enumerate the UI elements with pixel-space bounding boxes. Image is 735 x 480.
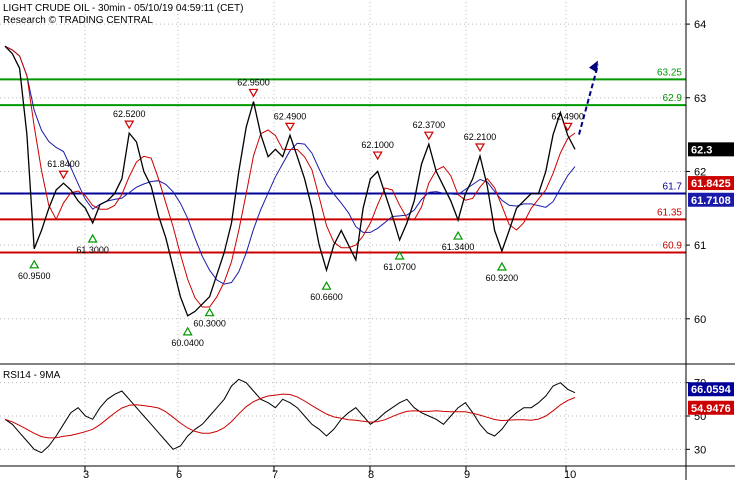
peak-label: 62.5200 [113,109,146,119]
level-label: 62.9 [663,93,683,104]
projection-arrow-head [589,60,598,73]
ma-fast-tag: 61.8425 [691,178,731,190]
rsi-line [4,378,576,454]
rsi-ma-value-tag-box [688,400,734,415]
trough-marker [496,261,507,271]
trough-marker [453,230,464,240]
peak-marker [284,122,296,132]
annotations-layer: 60.9500 61.8400 61.3000 62.5200 60.0400 60.30… [18,60,599,348]
trough-label: 60.9200 [486,273,519,283]
price-tick-label: 61 [694,240,706,252]
date-tick-label: 6 [176,469,182,480]
rsi-tick-label: 30 [694,444,706,456]
rsi-ma-value-tag: 54.9476 [691,403,731,415]
ma-fast-line [4,45,576,308]
date-tick-label: 3 [83,469,89,480]
price-tick-label: 63 [694,93,706,105]
date-tick-label: 7 [272,469,278,480]
trough-label: 60.3000 [193,319,226,329]
trough-label: 61.0700 [383,262,416,272]
ma-slow-tag-box [688,192,734,207]
trough-marker [182,326,193,336]
peak-marker [124,120,135,130]
peak-label: 61.8400 [47,159,80,169]
trough-label: 60.6600 [310,292,343,302]
peak-label: 62.2100 [464,132,497,142]
projection-arrow-line [578,64,599,135]
rsi-label: RSI14 - 9MA [3,370,61,381]
level-label: 60.9 [663,240,683,251]
trough-label: 61.3400 [442,242,475,252]
level-label: 61.35 [657,207,682,218]
price-tick-label: 64 [694,19,706,31]
rsi-ma-line [4,393,576,439]
peak-label: 62.9500 [237,77,270,87]
ma-slow-tag: 61.7108 [691,195,731,207]
price-tick-label: 62 [694,166,706,178]
trough-marker [204,307,215,317]
rsi-value-tag-box [688,382,734,397]
level-label: 61.7 [663,182,683,193]
peak-marker [372,151,383,161]
trough-marker [321,280,332,290]
date-tick-label: 8 [368,469,374,480]
trough-label: 60.0400 [171,338,204,348]
peak-label: 62.1000 [361,140,394,150]
horizontal-levels: 63.25 62.9 61.7 61.35 60.9 [0,67,686,254]
series-layer [4,45,576,454]
peak-label: 62.3700 [413,120,446,130]
chart-title: LIGHT CRUDE OIL - 30min - 05/10/19 04:59… [3,3,243,14]
peak-marker [58,170,69,180]
current-price-tag-box [688,142,734,157]
rsi-value-tag: 66.0594 [691,384,732,396]
trough-marker [394,250,405,260]
current-price-tag: 62.3 [691,144,712,156]
date-tick-label: 9 [464,469,470,480]
price-tick-label: 60 [694,314,706,326]
peak-label: 62.4900 [551,111,584,121]
price-line [4,45,576,317]
peak-label: 62.4900 [274,111,307,121]
chart-subtitle: Research © TRADING CENTRAL [3,15,153,26]
trough-label: 61.3000 [76,245,109,255]
level-label: 63.25 [657,67,682,78]
peak-marker [474,143,486,153]
trough-label: 60.9500 [18,271,51,281]
peak-marker [248,88,259,98]
trough-marker [29,259,40,269]
peak-marker [562,122,573,132]
peak-marker [423,131,434,141]
trough-marker [87,233,98,243]
ma-fast-tag-box [688,176,734,191]
date-tick-label: 10 [564,469,576,480]
